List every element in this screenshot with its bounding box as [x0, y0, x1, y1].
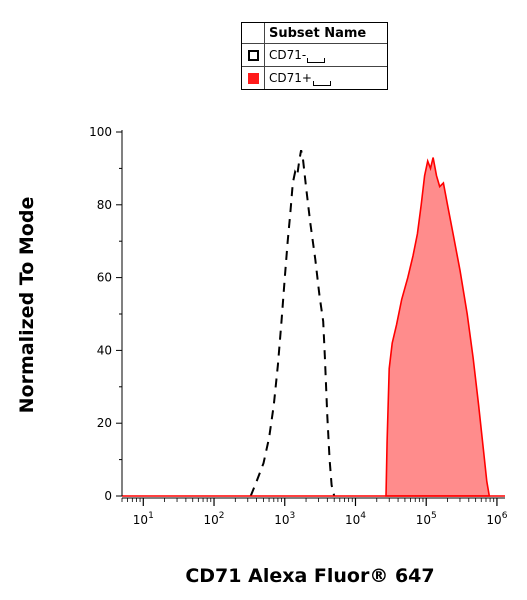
- gate-bracket-icon: [307, 57, 326, 63]
- series-area-cd71-pos: [385, 157, 491, 497]
- legend-header-blank-cell: [242, 23, 265, 43]
- gate-bracket-icon: [312, 80, 331, 86]
- y-tick-label: 20: [97, 416, 112, 430]
- series-line-cd71-neg: [249, 149, 336, 497]
- legend-swatch-cell-neg: [242, 44, 265, 66]
- legend: Subset Name CD71- CD71+: [241, 22, 388, 90]
- legend-item-cd71-pos: CD71+: [242, 66, 387, 89]
- x-tick-label: 102: [204, 511, 225, 527]
- legend-item-cd71-neg: CD71-: [242, 43, 387, 66]
- x-tick-label: 103: [274, 511, 295, 527]
- x-tick-label: 101: [133, 511, 154, 527]
- legend-label-cd71-neg: CD71-: [269, 48, 307, 62]
- y-tick-label: 100: [89, 125, 112, 139]
- x-tick-label: 105: [416, 511, 437, 527]
- legend-text-neg: CD71-: [265, 44, 326, 66]
- y-tick-label: 80: [97, 198, 112, 212]
- x-tick-label: 104: [345, 511, 366, 527]
- legend-swatch-cell-pos: [242, 67, 265, 89]
- x-tick-label: 106: [486, 511, 507, 527]
- legend-header: Subset Name: [269, 25, 367, 41]
- series-layer: [122, 149, 505, 497]
- legend-swatch-outline: [247, 49, 259, 61]
- y-tick-label: 0: [104, 489, 112, 503]
- x-axis-label: CD71 Alexa Fluor® 647: [185, 565, 434, 587]
- legend-text-pos: CD71+: [265, 67, 331, 89]
- legend-label-cd71-pos: CD71+: [269, 71, 312, 85]
- y-axis-label: Normalized To Mode: [16, 197, 38, 414]
- axes-layer: 0 20 40 60 80 100 101 102 103 104 105 106: [89, 125, 508, 527]
- y-tick-label: 40: [97, 343, 112, 357]
- y-tick-label: 60: [97, 271, 112, 285]
- legend-header-row: Subset Name: [242, 23, 387, 43]
- legend-swatch-filled: [247, 72, 259, 84]
